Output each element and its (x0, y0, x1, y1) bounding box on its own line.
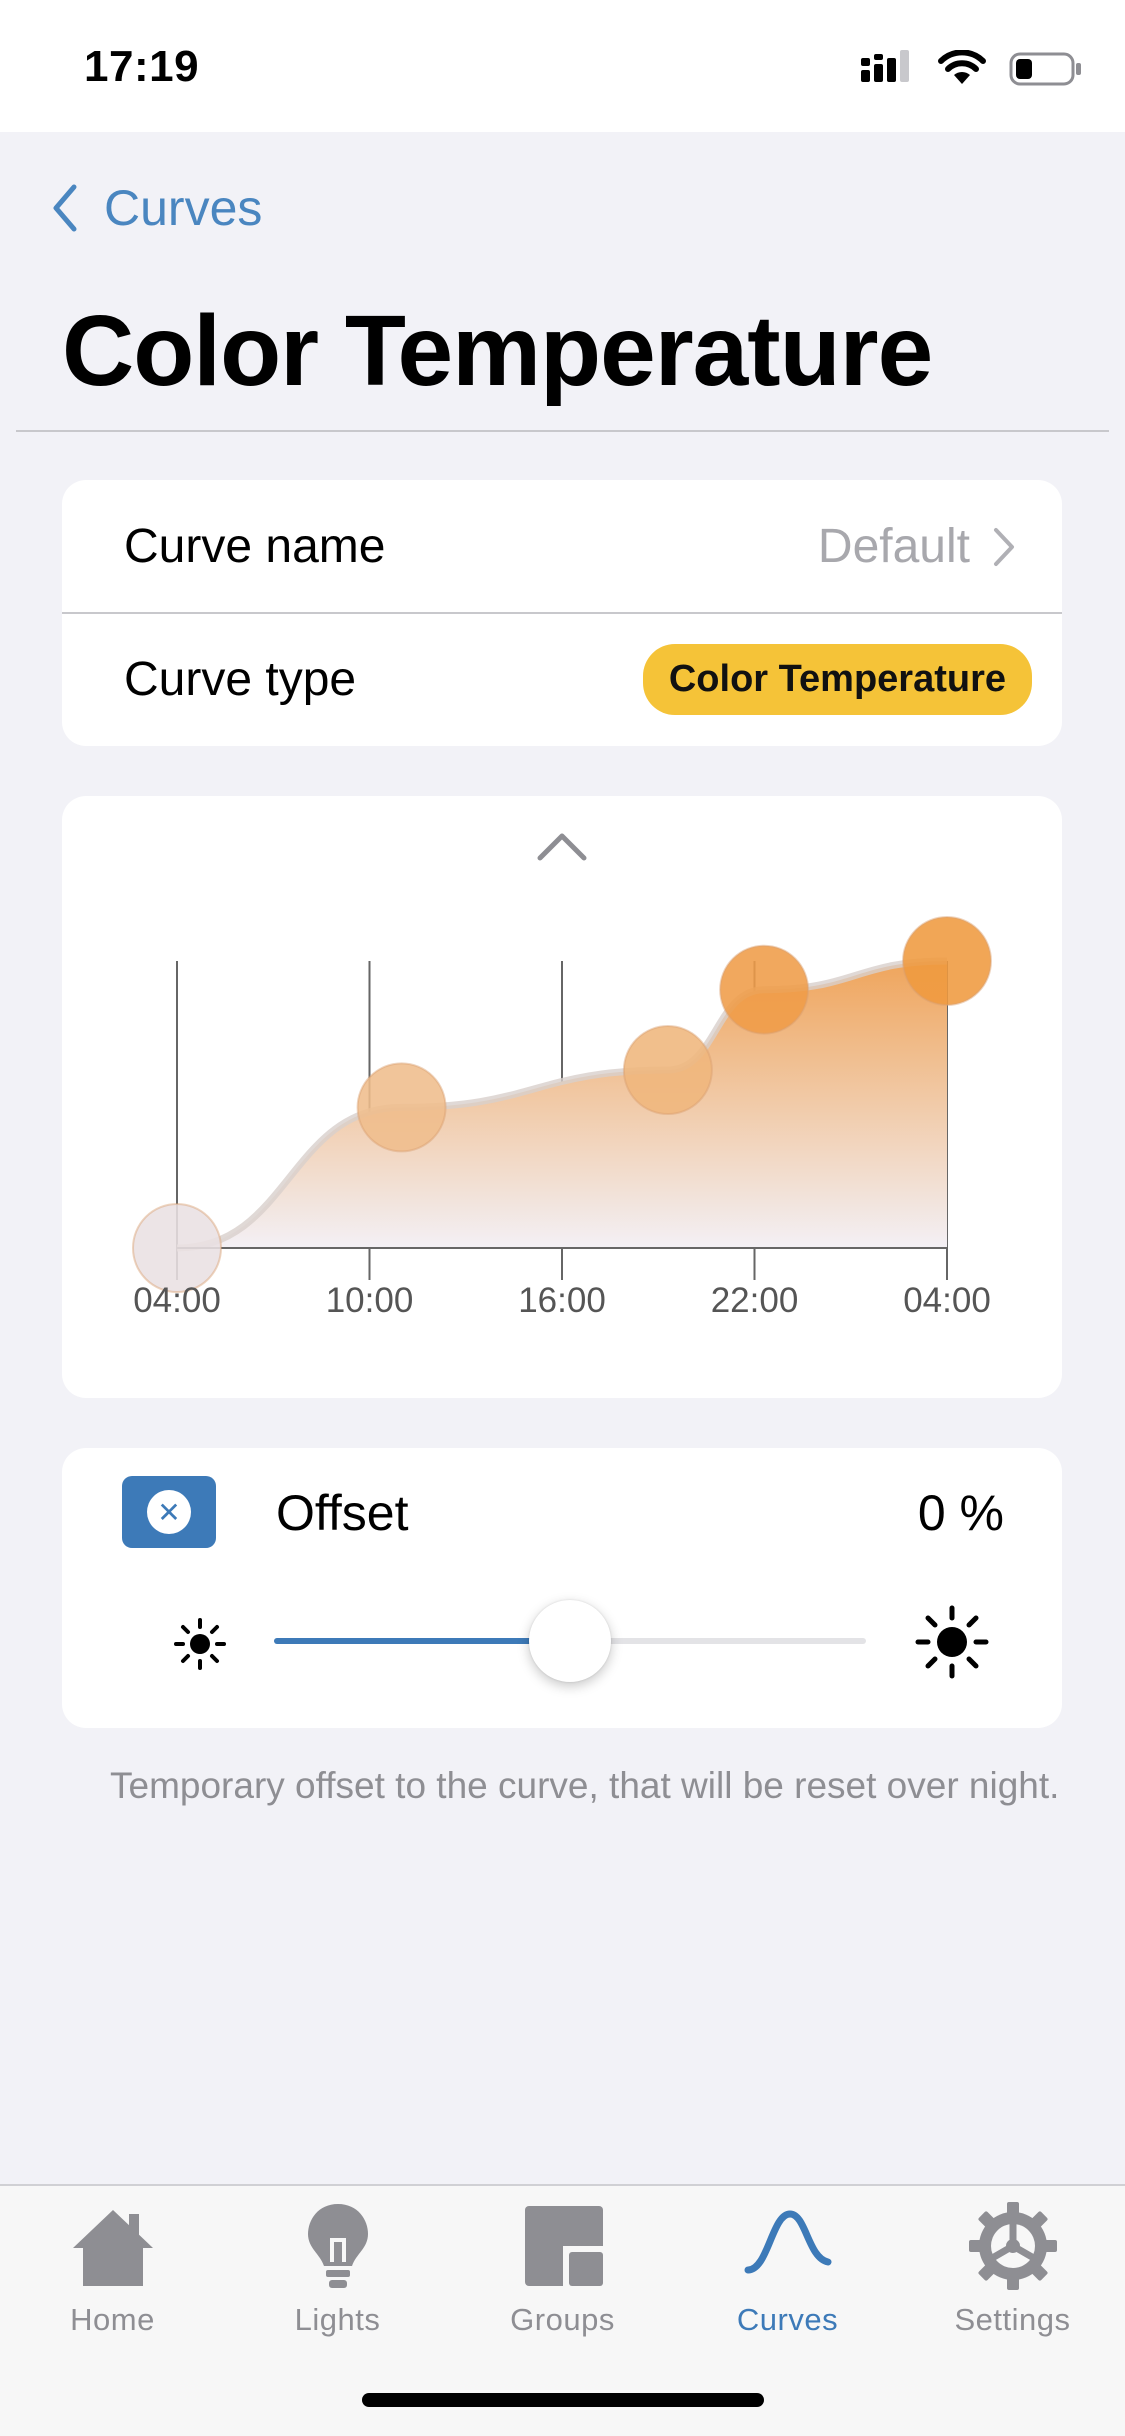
navigation-bar: Curves Color Temperature (0, 132, 1125, 432)
offset-slider[interactable] (274, 1600, 866, 1682)
tab-settings[interactable]: Settings (900, 2196, 1125, 2346)
sun-large-icon (915, 1605, 989, 1679)
chevron-right-icon (994, 527, 1014, 566)
back-label: Curves (104, 180, 263, 236)
sun-small-icon (174, 1618, 226, 1670)
battery-icon (1009, 52, 1081, 86)
status-bar: 17:19 (0, 0, 1125, 132)
chevron-up-icon[interactable] (536, 830, 588, 862)
offset-value: 0 % (917, 1485, 1004, 1541)
curve-type-badge: Color Temperature (642, 644, 1032, 715)
curve-point-handle[interactable] (902, 916, 992, 1006)
curve-point-handle[interactable] (132, 1203, 222, 1293)
tab-home-label: Home (70, 2302, 155, 2337)
curve-icon (744, 2210, 831, 2274)
offset-reset-button[interactable]: ✕ (122, 1476, 216, 1548)
chevron-left-icon (53, 184, 77, 232)
x-tick-label: 22:00 (711, 1281, 799, 1320)
tab-groups[interactable]: Groups (450, 2196, 675, 2346)
home-icon (72, 2210, 153, 2286)
bulb-icon (307, 2204, 368, 2288)
curve-chart[interactable]: 04:00 10:00 16:00 22:00 04:00 (62, 796, 1062, 1398)
nav-divider (16, 430, 1109, 432)
tab-settings-label: Settings (954, 2302, 1071, 2337)
curve-name-label: Curve name (124, 520, 386, 573)
home-indicator (362, 2393, 764, 2407)
curve-point-handle[interactable] (719, 944, 810, 1035)
curve-name-row[interactable]: Curve name Default (62, 480, 1062, 613)
wifi-icon (938, 50, 986, 84)
curve-type-label: Curve type (124, 653, 357, 706)
status-time: 17:19 (84, 42, 200, 91)
tab-curves[interactable]: Curves (675, 2196, 900, 2346)
cellular-signal-icon (861, 50, 909, 82)
curve-line (176, 957, 948, 1252)
curve-info-card: Curve name Default Curve type Color Temp… (62, 480, 1062, 746)
close-icon: ✕ (147, 1490, 191, 1534)
x-tick-label: 16:00 (518, 1281, 606, 1320)
tab-lights-label: Lights (294, 2302, 381, 2337)
x-tick-label: 10:00 (326, 1281, 414, 1320)
row-divider (62, 612, 1062, 614)
offset-footnote: Temporary offset to the curve, that will… (110, 1765, 1060, 1806)
x-tick-label: 04:00 (133, 1281, 221, 1320)
gear-icon (968, 2202, 1057, 2290)
tab-home[interactable]: Home (0, 2196, 225, 2346)
back-button[interactable]: Curves (50, 168, 262, 248)
offset-card: ✕ Offset 0 % (62, 1448, 1062, 1728)
x-tick-label: 04:00 (903, 1281, 991, 1320)
curve-name-value: Default (817, 520, 970, 573)
curve-area (177, 961, 947, 1248)
tab-lights[interactable]: Lights (225, 2196, 450, 2346)
tab-groups-label: Groups (510, 2302, 615, 2337)
curve-chart-card: 04:00 10:00 16:00 22:00 04:00 (62, 796, 1062, 1398)
slider-thumb[interactable] (529, 1600, 611, 1682)
curve-point-handle[interactable] (356, 1062, 447, 1153)
page-title: Color Temperature (62, 295, 933, 407)
curve-point-handle[interactable] (622, 1025, 713, 1116)
curve-type-row: Curve type Color Temperature (62, 613, 1062, 746)
groups-icon (524, 2206, 603, 2286)
offset-label: Offset (276, 1485, 409, 1541)
slider-fill (274, 1638, 570, 1644)
tab-curves-label: Curves (736, 2302, 839, 2337)
